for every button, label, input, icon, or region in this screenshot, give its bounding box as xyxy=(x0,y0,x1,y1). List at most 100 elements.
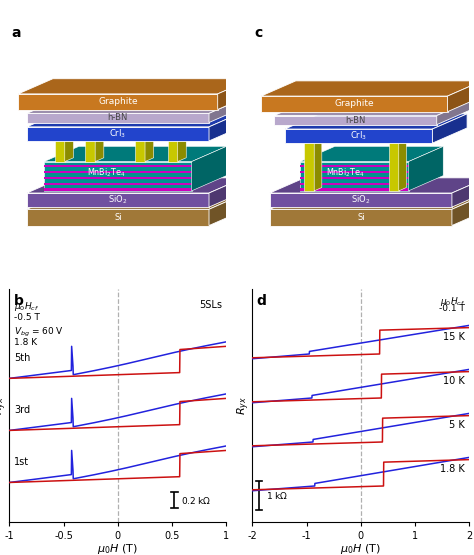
Polygon shape xyxy=(178,136,186,162)
Polygon shape xyxy=(44,171,191,173)
Text: c: c xyxy=(255,26,263,40)
Polygon shape xyxy=(285,129,432,143)
Polygon shape xyxy=(27,98,244,113)
Polygon shape xyxy=(432,114,467,143)
Polygon shape xyxy=(55,136,73,140)
X-axis label: $\mu_0H$ (T): $\mu_0H$ (T) xyxy=(98,542,138,555)
Polygon shape xyxy=(27,178,244,193)
Polygon shape xyxy=(65,136,73,162)
Polygon shape xyxy=(135,136,154,140)
Text: h-BN: h-BN xyxy=(108,113,128,123)
Polygon shape xyxy=(300,147,443,162)
Polygon shape xyxy=(168,136,186,140)
Y-axis label: $R_{yx}$: $R_{yx}$ xyxy=(236,396,252,415)
Text: a: a xyxy=(12,26,21,40)
Polygon shape xyxy=(27,113,209,123)
Text: Si: Si xyxy=(114,213,122,222)
Polygon shape xyxy=(447,81,474,112)
Polygon shape xyxy=(261,81,474,96)
Polygon shape xyxy=(27,112,244,127)
Polygon shape xyxy=(399,137,406,191)
Text: 10 K: 10 K xyxy=(443,376,465,386)
Polygon shape xyxy=(191,147,227,191)
Text: SiO$_2$: SiO$_2$ xyxy=(108,194,128,206)
Polygon shape xyxy=(437,100,472,125)
Polygon shape xyxy=(209,98,244,123)
Text: $\mu_0H_{cf}$: $\mu_0H_{cf}$ xyxy=(439,295,465,309)
Text: $V_{bg}$ = 60 V: $V_{bg}$ = 60 V xyxy=(14,325,64,339)
Polygon shape xyxy=(209,194,244,225)
Text: -0.1 T: -0.1 T xyxy=(439,304,465,312)
Polygon shape xyxy=(270,194,474,209)
Polygon shape xyxy=(85,136,104,140)
Polygon shape xyxy=(168,140,178,162)
X-axis label: $\mu_0H$ (T): $\mu_0H$ (T) xyxy=(340,542,381,555)
Polygon shape xyxy=(135,140,145,162)
Text: Si: Si xyxy=(357,213,365,222)
Polygon shape xyxy=(314,137,322,191)
Polygon shape xyxy=(270,193,452,207)
Polygon shape xyxy=(44,176,191,179)
Text: MnBi$_2$Te$_4$: MnBi$_2$Te$_4$ xyxy=(87,166,126,179)
Polygon shape xyxy=(44,188,191,191)
Text: -0.5 T: -0.5 T xyxy=(14,312,40,322)
Text: MnBi$_2$Te$_4$: MnBi$_2$Te$_4$ xyxy=(326,166,365,179)
Polygon shape xyxy=(209,112,244,141)
Text: 1 k$\Omega$: 1 k$\Omega$ xyxy=(266,490,289,501)
Polygon shape xyxy=(300,176,409,179)
Polygon shape xyxy=(145,136,154,162)
Text: b: b xyxy=(14,294,24,308)
Polygon shape xyxy=(300,171,409,173)
Text: 5th: 5th xyxy=(14,353,30,363)
Polygon shape xyxy=(452,194,474,225)
Polygon shape xyxy=(218,79,252,109)
Polygon shape xyxy=(209,178,244,207)
Text: CrI$_3$: CrI$_3$ xyxy=(109,128,127,140)
Polygon shape xyxy=(44,147,227,162)
Text: h-BN: h-BN xyxy=(345,115,365,125)
Text: CrI$_3$: CrI$_3$ xyxy=(350,130,367,142)
Text: 1st: 1st xyxy=(14,457,29,467)
Polygon shape xyxy=(44,183,191,185)
Text: $\mu_0H_{cf}$: $\mu_0H_{cf}$ xyxy=(14,300,39,313)
Polygon shape xyxy=(304,137,322,140)
Polygon shape xyxy=(274,100,472,115)
Polygon shape xyxy=(85,140,95,162)
Polygon shape xyxy=(409,147,443,191)
Polygon shape xyxy=(261,96,447,112)
Polygon shape xyxy=(270,209,452,225)
Polygon shape xyxy=(300,183,409,185)
Polygon shape xyxy=(300,165,409,168)
Polygon shape xyxy=(304,140,314,191)
Text: 0.2 k$\Omega$: 0.2 k$\Omega$ xyxy=(181,495,211,506)
Text: 3rd: 3rd xyxy=(14,405,30,415)
Polygon shape xyxy=(27,193,209,207)
Text: 1.8 K: 1.8 K xyxy=(14,339,37,347)
Text: Graphite: Graphite xyxy=(98,97,138,106)
Polygon shape xyxy=(285,114,467,129)
Polygon shape xyxy=(270,178,474,193)
Polygon shape xyxy=(55,140,65,162)
Polygon shape xyxy=(452,178,474,207)
Text: 15 K: 15 K xyxy=(443,332,465,342)
Polygon shape xyxy=(18,94,218,109)
Polygon shape xyxy=(389,140,399,191)
Polygon shape xyxy=(300,162,409,191)
Polygon shape xyxy=(18,79,252,94)
Text: d: d xyxy=(257,294,266,308)
Polygon shape xyxy=(389,137,406,140)
Text: 5SLs: 5SLs xyxy=(199,300,222,310)
Text: 5 K: 5 K xyxy=(449,420,465,430)
Polygon shape xyxy=(300,188,409,191)
Y-axis label: $R_{yx}$: $R_{yx}$ xyxy=(0,396,9,415)
Polygon shape xyxy=(274,115,437,125)
Polygon shape xyxy=(44,162,191,191)
Polygon shape xyxy=(95,136,104,162)
Polygon shape xyxy=(27,194,244,209)
Polygon shape xyxy=(27,127,209,141)
Polygon shape xyxy=(44,165,191,168)
Text: SiO$_2$: SiO$_2$ xyxy=(351,194,371,206)
Text: Graphite: Graphite xyxy=(335,99,374,108)
Text: 1.8 K: 1.8 K xyxy=(440,465,465,475)
Polygon shape xyxy=(27,209,209,225)
